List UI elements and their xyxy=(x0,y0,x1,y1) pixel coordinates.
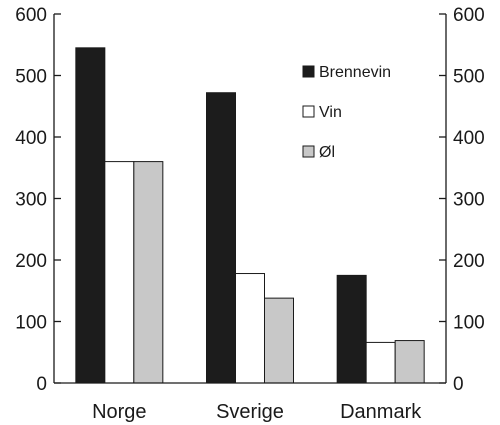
bar-danmark-3 xyxy=(394,340,425,384)
bar-norge-2 xyxy=(104,161,135,384)
bar-sverige-2 xyxy=(235,273,265,384)
legend-swatch xyxy=(302,105,315,118)
bar-danmark-2 xyxy=(365,341,396,384)
legend-label: Vin xyxy=(319,104,342,121)
bar-norge-3 xyxy=(133,161,164,384)
y-tick-label-right: 600 xyxy=(453,5,485,26)
legend-swatch xyxy=(302,145,315,158)
bar-sverige-3 xyxy=(264,297,294,384)
y-tick-label-right: 300 xyxy=(453,190,485,211)
y-tick-label-left: 600 xyxy=(15,5,47,26)
y-tick-label-right: 500 xyxy=(453,67,485,88)
axes xyxy=(53,14,447,384)
legend-swatch xyxy=(302,65,315,78)
y-tick-label-left: 0 xyxy=(36,374,47,395)
legend-label: Øl xyxy=(319,144,335,161)
left-y-axis-ticks: 0 100 200 300 400 500 600 xyxy=(15,5,61,395)
y-tick-label-left: 100 xyxy=(15,313,47,334)
y-tick-label-right: 0 xyxy=(453,374,464,395)
y-tick-label-left: 200 xyxy=(15,251,47,272)
y-tick-label-right: 400 xyxy=(453,128,485,149)
legend: Brennevin Vin Øl xyxy=(302,64,391,161)
bar-norge-1 xyxy=(75,47,106,384)
y-tick-label-left: 500 xyxy=(15,67,47,88)
bar-sverige-1 xyxy=(206,92,236,384)
x-tick-label: Danmark xyxy=(340,401,422,423)
y-tick-label-right: 100 xyxy=(453,313,485,334)
legend-label: Brennevin xyxy=(319,64,391,81)
right-y-axis-ticks: 0 100 200 300 400 500 600 xyxy=(439,5,485,395)
bar-danmark-1 xyxy=(336,274,367,384)
x-tick-label: Sverige xyxy=(216,401,284,423)
y-tick-label-left: 400 xyxy=(15,128,47,149)
x-tick-label: Norge xyxy=(92,401,146,423)
bars xyxy=(75,47,425,384)
y-tick-label-right: 200 xyxy=(453,251,485,272)
x-axis-labels: Norge Sverige Danmark xyxy=(92,401,422,423)
y-tick-label-left: 300 xyxy=(15,190,47,211)
